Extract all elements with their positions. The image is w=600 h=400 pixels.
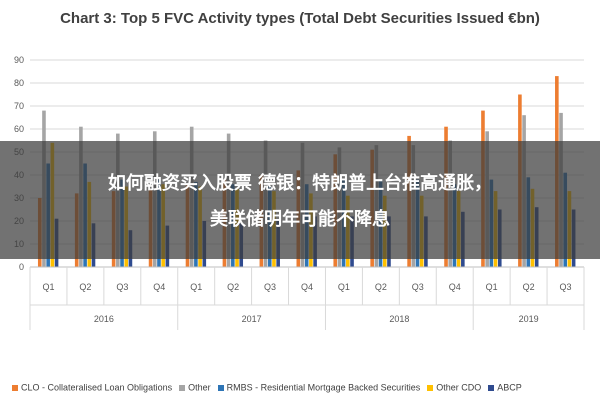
legend-item: ABCP [488, 382, 522, 393]
chart-title: Chart 3: Top 5 FVC Activity types (Total… [60, 10, 540, 27]
x-tick-label: Q2 [227, 282, 239, 292]
legend-label: CLO - Collateralised Loan Obligations [21, 382, 173, 393]
x-tick-label: Q1 [338, 282, 350, 292]
y-tick-label: 90 [14, 55, 24, 65]
x-tick-label: Q4 [153, 282, 165, 292]
legend-label: Other CDO [436, 382, 482, 393]
year-label: 2017 [242, 314, 262, 324]
legend-swatch [427, 384, 434, 391]
news-banner-overlay[interactable]: 如何融资买入股票 德银：特朗普上台推高通胀， 美联储明年可能不降息 [0, 141, 600, 259]
legend-swatch [217, 384, 224, 391]
legend-swatch [488, 384, 495, 391]
y-tick-label: 70 [14, 101, 24, 111]
x-tick-label: Q1 [42, 282, 54, 292]
legend-label: RMBS - Residential Mortgage Backed Secur… [226, 382, 421, 393]
legend-item: CLO - Collateralised Loan Obligations [12, 382, 172, 393]
year-label: 2016 [94, 314, 114, 324]
legend-item: Other [179, 382, 211, 393]
x-tick-label: Q4 [301, 282, 313, 292]
legend-label: Other [188, 382, 211, 393]
x-tick-label: Q3 [412, 282, 424, 292]
x-tick-label: Q2 [375, 282, 387, 292]
legend-label: ABCP [497, 382, 522, 393]
banner-headline-line-1[interactable]: 如何融资买入股票 德银：特朗普上台推高通胀， [107, 173, 493, 194]
x-tick-label: Q2 [79, 282, 91, 292]
banner-headline-line-2[interactable]: 美联储明年可能不降息 [210, 209, 390, 230]
chart-legend: CLO - Collateralised Loan Obligations Oth… [12, 382, 600, 396]
x-tick-label: Q3 [560, 282, 572, 292]
x-tick-label: Q3 [264, 282, 276, 292]
legend-item: Other CDO [427, 382, 481, 393]
year-label: 2018 [389, 314, 409, 324]
legend-item: RMBS - Residential Mortgage Backed Secur… [217, 382, 421, 393]
year-label: 2019 [519, 314, 539, 324]
y-tick-label: 0 [19, 262, 24, 272]
x-tick-label: Q3 [116, 282, 128, 292]
y-tick-label: 60 [14, 124, 24, 134]
x-tick-label: Q2 [523, 282, 535, 292]
y-tick-label: 80 [14, 78, 24, 88]
x-tick-label: Q1 [486, 282, 498, 292]
x-tick-label: Q4 [449, 282, 461, 292]
legend-swatch [12, 384, 18, 391]
x-tick-label: Q1 [190, 282, 202, 292]
legend-swatch [179, 384, 186, 391]
